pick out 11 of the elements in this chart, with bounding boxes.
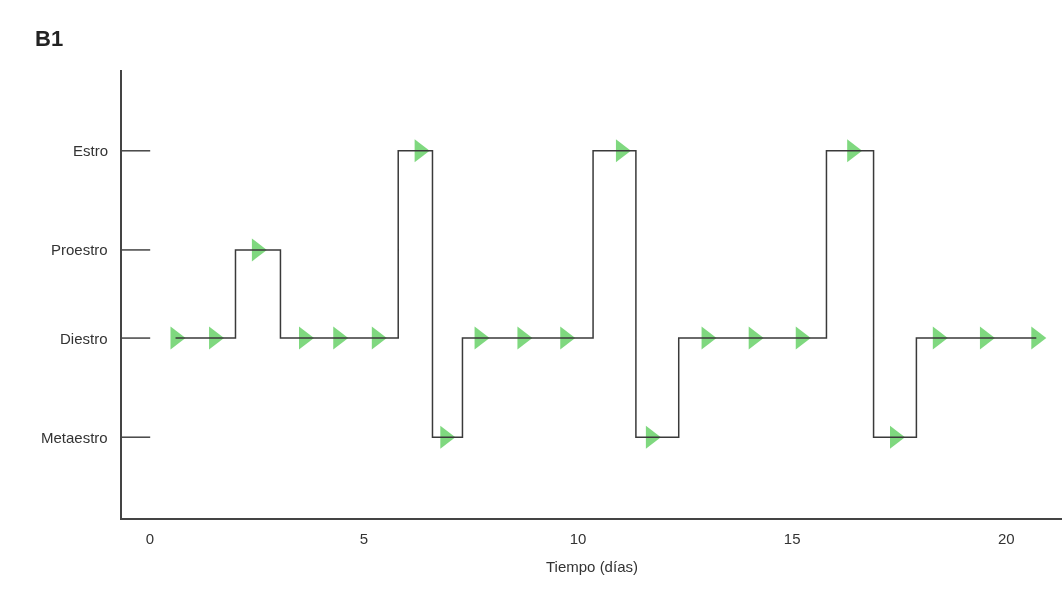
chart-title: B1 <box>35 26 64 52</box>
text: Estro <box>73 142 109 159</box>
x-tick-label: 5 <box>359 529 369 547</box>
text: Diestro <box>60 330 108 347</box>
text: Proestro <box>51 241 108 258</box>
text: Metaestro <box>41 429 108 446</box>
x-tick-label: 15 <box>783 529 801 547</box>
x-tick-label: 20 <box>997 529 1015 547</box>
x-axis-title: Tiempo (días) <box>546 558 638 576</box>
x-tick-label: 0 <box>145 529 155 547</box>
x-tick-label: 10 <box>569 529 587 547</box>
